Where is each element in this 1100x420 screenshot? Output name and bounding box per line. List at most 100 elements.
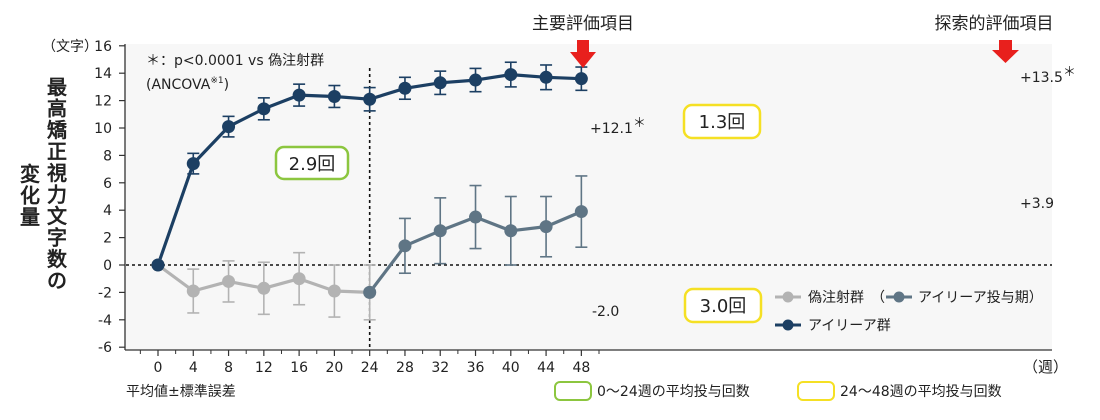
y-axis-title-char: 力 (47, 183, 67, 207)
data-point (574, 72, 588, 86)
legend-aflibercept-swatch-marker (782, 319, 794, 331)
y-axis-title-char: 文 (47, 204, 68, 228)
footer-yellow-label: 24～48週の平均投与回数 (840, 384, 1002, 400)
x-tick-label: 12 (255, 360, 273, 376)
legend-sham-label: 偽注射群 (808, 290, 864, 306)
box-first-period-text: 2.9回 (289, 154, 336, 175)
data-point (186, 284, 200, 298)
y-axis-title-char: 矯 (47, 118, 67, 142)
data-point (539, 220, 553, 234)
value-label-48-aflibercept: +13.5＊ (1020, 65, 1076, 86)
y-axis-title-char: 変 (20, 162, 40, 186)
exploratory-endpoint-arrow (992, 40, 1019, 63)
y-tick-label: -4 (98, 313, 112, 329)
x-tick-label: 32 (431, 360, 449, 376)
y-unit-label: （文字） (42, 39, 98, 55)
data-point (186, 157, 200, 171)
y-tick-label: 6 (103, 176, 112, 192)
data-point (363, 285, 377, 299)
y-tick-label: 14 (94, 66, 112, 82)
value-label-24-aflibercept: +12.1＊ (590, 116, 646, 137)
y-axis-title-char: 化 (20, 184, 40, 208)
y-axis-title-line2: 変化量 (20, 162, 40, 229)
primary-endpoint-arrow (570, 40, 596, 68)
data-point (469, 210, 483, 224)
data-point (469, 73, 483, 87)
footer-note: 平均値±標準誤差 (126, 384, 236, 400)
x-tick-label: 24 (361, 360, 379, 376)
legend-sham-swatch-marker (782, 291, 794, 303)
legend-crossover-label: アイリーア投与期） (918, 290, 1043, 306)
data-point (574, 205, 588, 219)
x-tick-label: 28 (396, 360, 414, 376)
data-point (504, 224, 518, 238)
y-tick-label: 0 (103, 258, 112, 274)
data-point (292, 88, 306, 102)
x-tick-label: 48 (572, 360, 590, 376)
box-second-aflibercept-frame (682, 103, 762, 140)
data-point (292, 272, 306, 286)
y-tick-label: 10 (94, 121, 112, 137)
y-axis-title-char: 視 (46, 161, 67, 185)
y-tick-label: -2 (98, 285, 112, 301)
data-point (433, 76, 447, 90)
y-tick-label: 16 (94, 39, 112, 55)
y-tick-label: 12 (94, 94, 112, 110)
box-second-aflibercept-text: 1.3回 (699, 112, 746, 133)
data-point (504, 68, 518, 82)
data-point (151, 258, 165, 272)
footer-green-swatch (554, 381, 592, 401)
data-point (222, 120, 236, 134)
asterisk-24: ＊ (633, 116, 646, 131)
series-markers (151, 68, 588, 299)
x-tick-label: 16 (290, 360, 308, 376)
y-axis-title-char: 量 (20, 205, 40, 229)
data-point (433, 224, 447, 238)
data-point (327, 284, 341, 298)
x-tick-label: 0 (154, 360, 163, 376)
stat-annotation-line1: ＊：p<0.0001 vs 偽注射群 (146, 53, 324, 69)
data-point (222, 274, 236, 288)
primary-endpoint-label: 主要評価項目 (532, 14, 634, 34)
y-axis-title-line1: 最高矯正視力文字数の (46, 75, 68, 293)
data-point (257, 281, 271, 295)
stat-annotation-line2: (ANCOVA※1) (146, 76, 229, 93)
data-point (257, 102, 271, 116)
data-point (398, 239, 412, 253)
x-unit-label: （週） (1023, 358, 1068, 376)
data-point (539, 70, 553, 84)
y-axis-title-char: 正 (47, 140, 67, 164)
x-tick-label: 36 (467, 360, 485, 376)
y-tick-label: -6 (98, 340, 112, 356)
y-axis-title-char: 高 (47, 97, 67, 121)
value-48-aflibercept: +13.5 (1020, 70, 1063, 86)
legend-crossover-paren: （ (871, 290, 885, 306)
legend-aflibercept-label: アイリーア群 (808, 318, 891, 334)
box-first-period-frame (274, 145, 350, 181)
y-axis-title-char: 字 (47, 226, 67, 250)
y-tick-label: 4 (103, 203, 112, 219)
y-tick-label: 2 (103, 231, 112, 247)
data-point (327, 89, 341, 103)
y-axis-title-char: 最 (47, 75, 68, 99)
stat-annotation-close: ) (224, 77, 229, 93)
legend-crossover-swatch-marker (893, 291, 905, 303)
y-axis-title-char: の (47, 269, 67, 293)
x-tick-label: 8 (224, 360, 233, 376)
exploratory-endpoint-label: 探索的評価項目 (935, 14, 1054, 34)
annotations-group: （文字） （週） ＊：p<0.0001 vs 偽注射群 (ANCOVA※1) 主… (42, 14, 1076, 401)
x-tick-label: 4 (189, 360, 198, 376)
stat-annotation-ancova: (ANCOVA (146, 77, 211, 93)
asterisk-48: ＊ (1063, 65, 1076, 80)
y-tick-label: 8 (103, 148, 112, 164)
box-second-crossover-frame (683, 287, 763, 324)
value-label-24-sham: -2.0 (592, 304, 619, 320)
footer-green-label: 0～24週の平均投与回数 (597, 384, 750, 400)
data-point (363, 92, 377, 106)
data-point (398, 81, 412, 95)
value-24-aflibercept: +12.1 (590, 121, 633, 137)
value-label-48-crossover: +3.9 (1020, 196, 1054, 212)
